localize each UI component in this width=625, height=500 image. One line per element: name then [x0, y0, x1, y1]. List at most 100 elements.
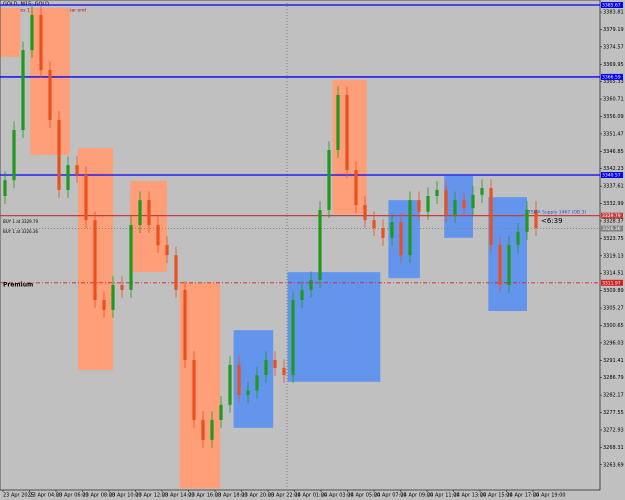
- candle-body: [390, 222, 394, 238]
- candle-body: [93, 220, 97, 301]
- candle-body: [219, 404, 223, 420]
- candle-body: [318, 209, 322, 281]
- x-tick-label: 23 Apr 18:00: [215, 493, 248, 499]
- candle-body: [228, 364, 232, 405]
- zone: [0, 7, 21, 57]
- y-tick-label: 3296.03: [603, 340, 624, 346]
- candle-body: [183, 289, 187, 360]
- candle-body: [408, 200, 412, 256]
- candle-body: [471, 194, 475, 209]
- candle-body: [174, 255, 178, 290]
- y-tick-label: 3319.13: [603, 253, 624, 259]
- price-tag: [601, 172, 623, 179]
- x-tick-label: 24 Apr 17:00: [507, 493, 540, 499]
- x-tick-label: 24 Apr 15:00: [480, 493, 513, 499]
- candle-body: [345, 94, 349, 170]
- candle-body: [507, 245, 511, 285]
- candle-body: [363, 205, 367, 221]
- x-tick-label: 24 Apr 05:00: [348, 493, 381, 499]
- candle-body: [264, 359, 268, 376]
- candle-body: [3, 180, 7, 196]
- y-tick-label: 3346.85: [603, 149, 624, 155]
- candle-body: [165, 245, 169, 256]
- candle-body: [201, 419, 205, 440]
- countdown: <6:39: [541, 217, 563, 225]
- y-tick-label: 3332.99: [603, 201, 624, 207]
- x-tick-label: 24 Apr 01:00: [295, 493, 328, 499]
- candle-body: [282, 367, 286, 376]
- y-tick-label: 3328.37: [603, 218, 624, 224]
- candle-body: [111, 284, 115, 310]
- candle-body: [156, 225, 160, 245]
- x-tick-label: 24 Apr 03:00: [321, 493, 354, 499]
- candle-body: [273, 359, 277, 368]
- candle-body: [462, 200, 466, 209]
- y-tick-label: 3356.09: [603, 114, 624, 120]
- x-tick-label: 23 Apr 2025: [3, 493, 34, 499]
- x-tick-label: 24 Apr 11:00: [427, 493, 460, 499]
- candle-body: [480, 188, 484, 195]
- zone: [388, 200, 420, 279]
- x-tick-label: 23 Apr 10:00: [109, 493, 142, 499]
- candle-body: [291, 300, 295, 376]
- candle-body: [21, 50, 25, 131]
- x-tick-label: 23 Apr 22:00: [268, 493, 301, 499]
- annotation: TSMA Supply 1467 (OB 3): [527, 210, 586, 216]
- candle-body: [336, 94, 340, 151]
- candle-body: [300, 289, 304, 301]
- candle-body: [84, 174, 88, 221]
- candle-body: [453, 200, 457, 215]
- candle-body: [426, 196, 430, 212]
- x-tick-label: 23 Apr 20:00: [242, 493, 275, 499]
- candle-body: [66, 165, 70, 190]
- price-tag-label: 3326.36: [602, 226, 621, 232]
- candle-body: [372, 220, 376, 229]
- y-tick-label: 3263.69: [603, 462, 624, 468]
- candle-body: [39, 15, 43, 71]
- y-tick-label: 3379.19: [603, 27, 624, 33]
- y-tick-label: 3365.33: [603, 79, 624, 85]
- candle-body: [57, 119, 61, 190]
- y-tick-label: 3268.31: [603, 445, 624, 451]
- x-tick-label: 24 Apr 09:00: [401, 493, 434, 499]
- x-tick-label: 23 Apr 06:00: [56, 493, 89, 499]
- price-tag: [601, 279, 623, 286]
- y-tick-label: 3314.51: [603, 271, 624, 277]
- y-tick-label: 3286.79: [603, 375, 624, 381]
- candle-body: [129, 225, 133, 290]
- y-tick-label: 3291.41: [603, 358, 624, 364]
- candle-body: [246, 390, 250, 396]
- price-tag-label: 3311.97: [602, 280, 621, 286]
- candle-body: [102, 300, 106, 310]
- candle-body: [237, 364, 241, 396]
- x-tick-label: 23 Apr 08:00: [83, 493, 116, 499]
- y-tick-label: 3309.89: [603, 288, 624, 294]
- candle-body: [48, 70, 52, 120]
- y-tick-label: 3323.75: [603, 236, 624, 242]
- candle-body: [435, 189, 439, 196]
- candle-body: [381, 228, 385, 238]
- candle-body: [534, 209, 538, 229]
- candle-body: [30, 15, 34, 51]
- price-tag: [601, 73, 623, 80]
- candle-body: [516, 231, 520, 245]
- candle-body: [75, 165, 79, 175]
- x-tick-label: 23 Apr 04:00: [30, 493, 63, 499]
- candle-body: [120, 284, 124, 290]
- candle-body: [525, 209, 529, 232]
- price-tag-label: 3329.79: [602, 213, 621, 219]
- y-tick-label: 3369.95: [603, 62, 624, 68]
- x-tick-label: 24 Apr 13:00: [454, 493, 487, 499]
- candle-body: [444, 189, 448, 215]
- y-tick-label: 3374.57: [603, 44, 624, 50]
- price-tag-label: 3340.57: [602, 173, 621, 179]
- y-tick-label: 3305.27: [603, 306, 624, 312]
- y-tick-label: 3342.23: [603, 166, 624, 172]
- y-tick-label: 3383.81: [603, 10, 624, 16]
- zone: [444, 176, 473, 238]
- x-tick-label: 23 Apr 16:00: [189, 493, 222, 499]
- candle-body: [489, 188, 493, 245]
- annotation: BUY 1 at 3329.79: [3, 219, 38, 224]
- annotation: Premium: [3, 282, 33, 289]
- candle-body: [147, 200, 151, 226]
